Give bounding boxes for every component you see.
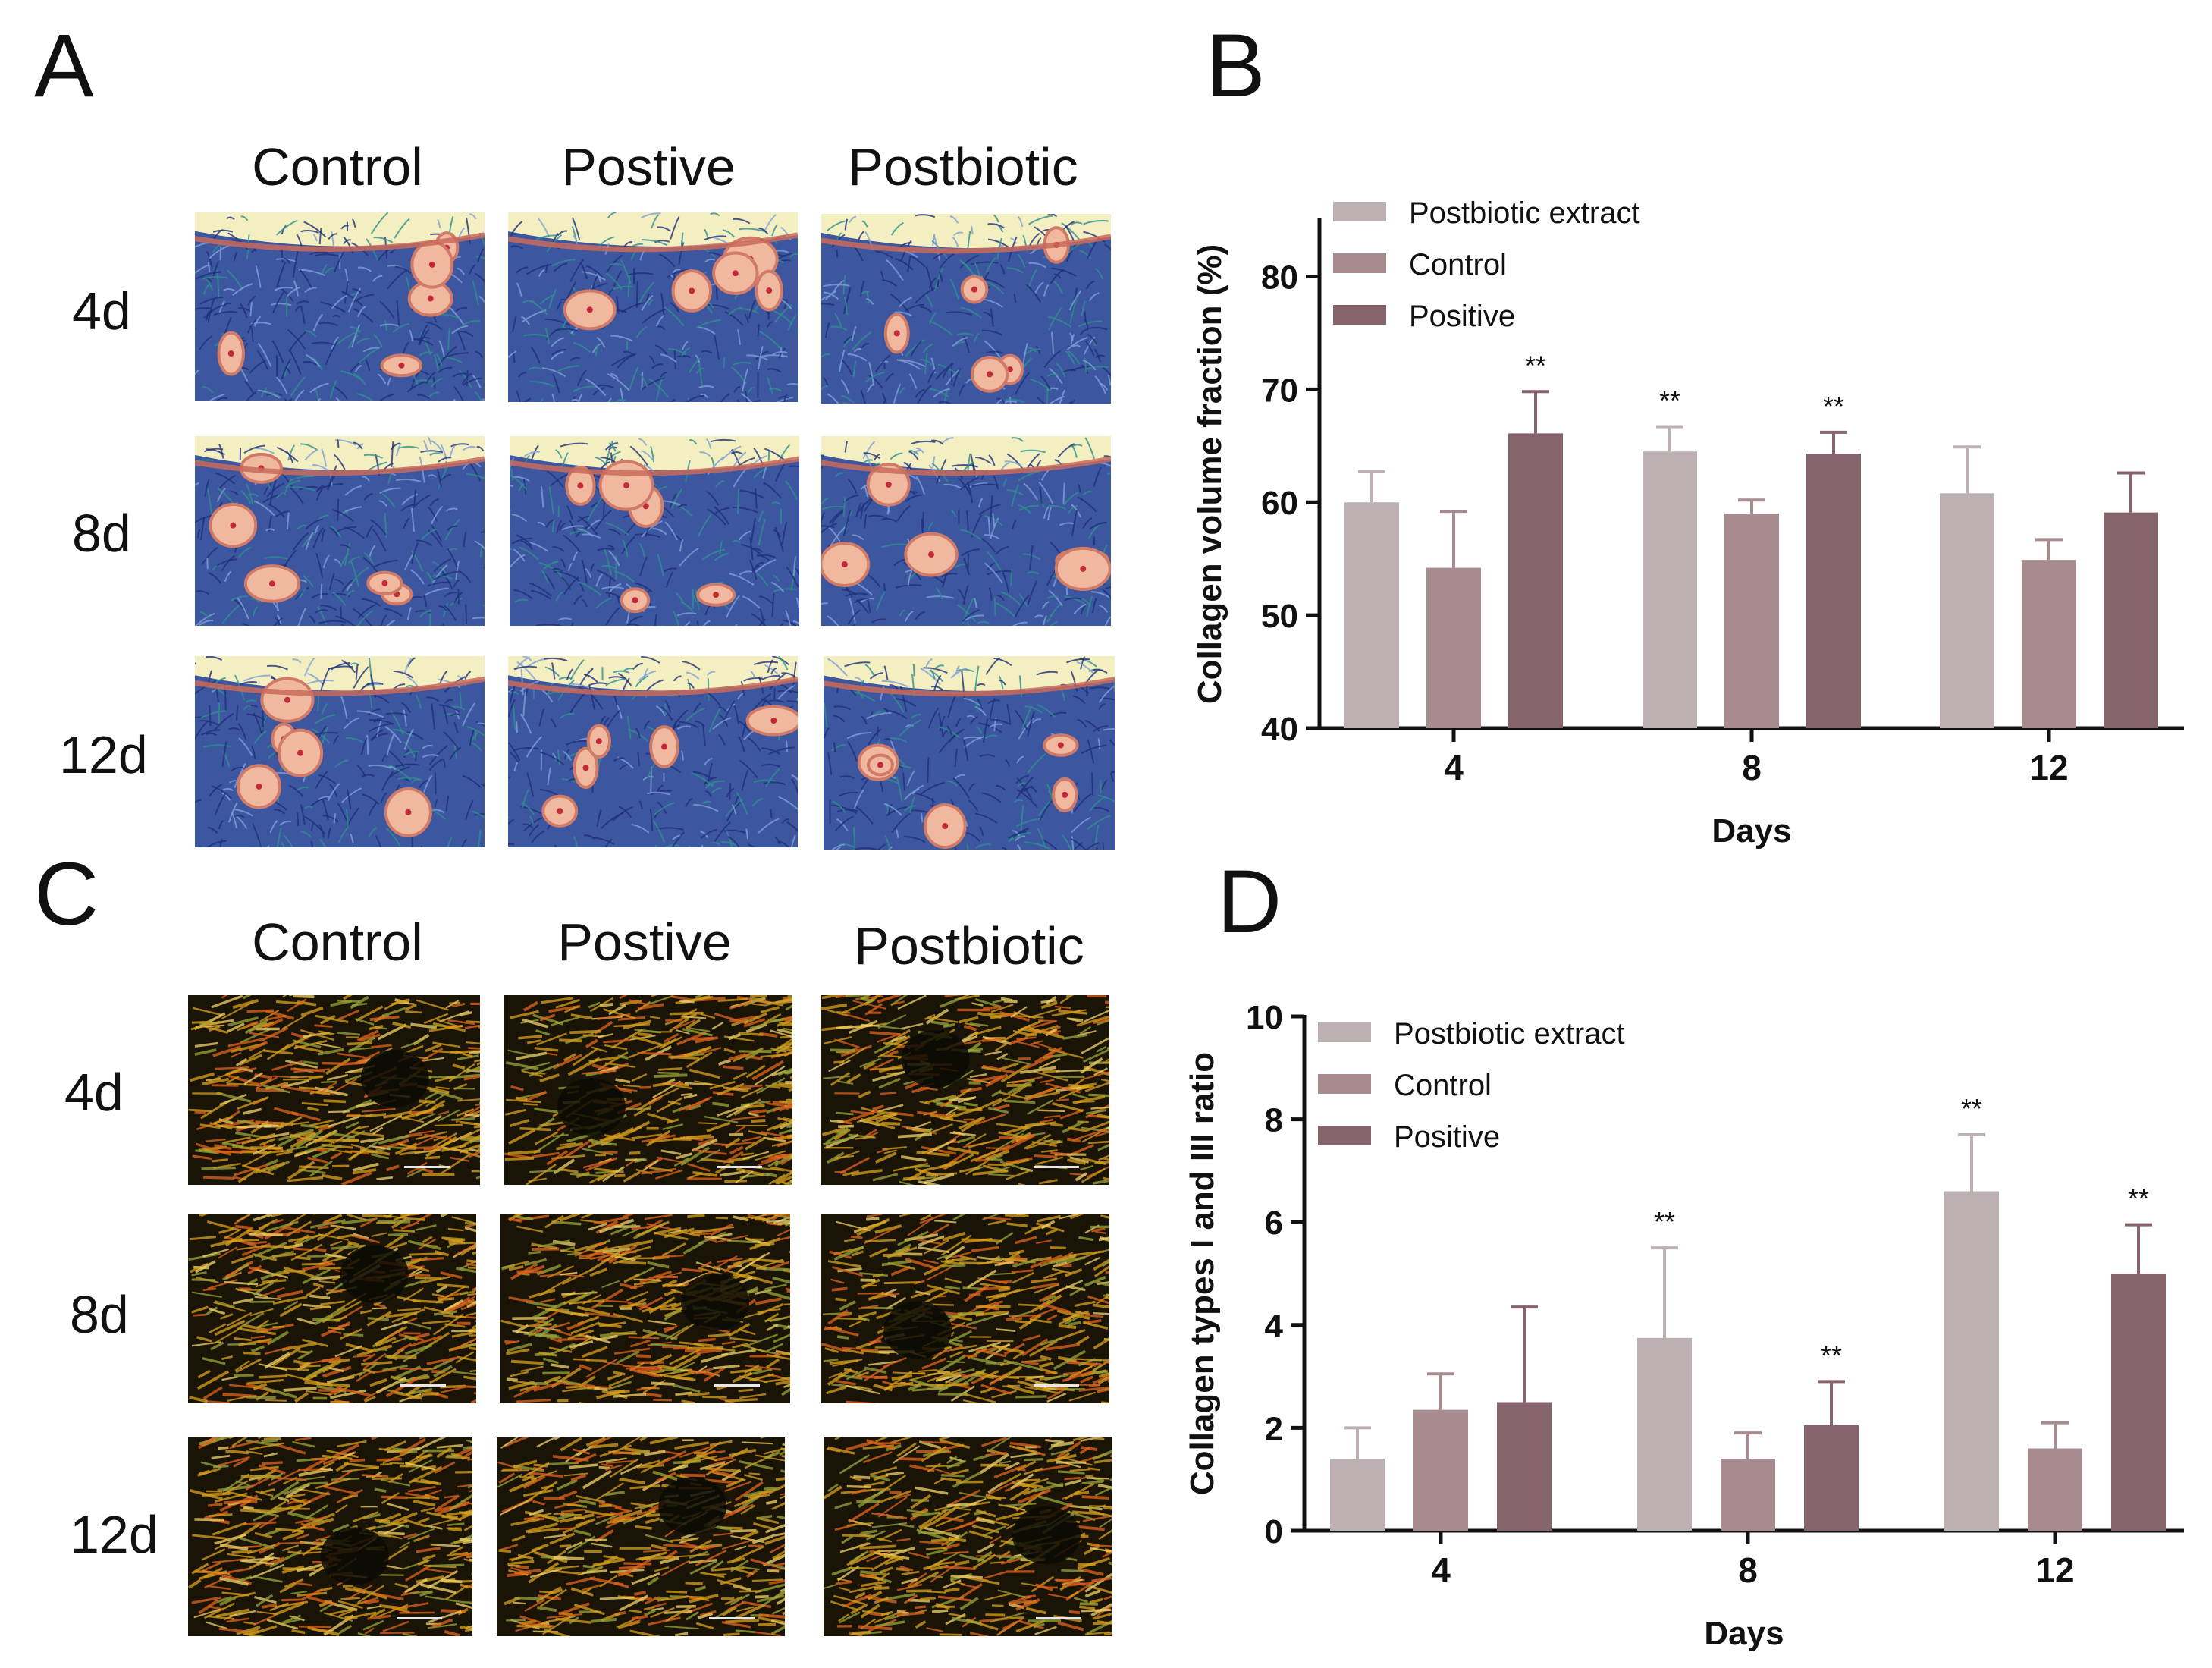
- y-tick-label: 80: [1261, 259, 1298, 296]
- bar: [1344, 502, 1399, 728]
- significance-marker: **: [1654, 1206, 1675, 1237]
- significance-marker: **: [1525, 350, 1546, 381]
- panel-d-chart-svg: 0 2 4 6 8 10 Collagen types I and III ratio 4 8 *…: [1184, 999, 2184, 1652]
- bar: [1940, 493, 1994, 728]
- bar: [2022, 560, 2076, 728]
- masson-micrograph-postbiotic-4d: [821, 214, 1111, 404]
- panel-a-column-header-control: Control: [252, 137, 423, 196]
- y-tick-label: 10: [1246, 999, 1283, 1036]
- picrosirius-micrograph-control-8d: [188, 1214, 476, 1403]
- picrosirius-micrograph-positive-12d: [497, 1437, 785, 1636]
- y-tick-label: 8: [1265, 1102, 1283, 1139]
- bar: [1724, 514, 1779, 728]
- y-tick-label: 70: [1261, 372, 1298, 409]
- significance-marker: **: [1821, 1340, 1842, 1371]
- legend-label: Control: [1394, 1069, 1492, 1102]
- y-tick-label: 60: [1261, 485, 1298, 522]
- picrosirius-micrograph-control-12d: [188, 1437, 472, 1636]
- panel-letter-a: A: [34, 16, 94, 116]
- bar: [1944, 1191, 1999, 1531]
- bar: [2111, 1274, 2166, 1531]
- picrosirius-micrograph-positive-4d: [504, 995, 792, 1185]
- bar: [1806, 454, 1861, 728]
- masson-micrograph-positive-12d: [508, 656, 798, 847]
- significance-marker: **: [1961, 1093, 1982, 1124]
- legend-swatch: [1333, 305, 1386, 325]
- panel-c-row-label-4d: 4d: [64, 1063, 124, 1122]
- bar: [1330, 1459, 1385, 1531]
- y-tick-label: 4: [1265, 1308, 1284, 1345]
- significance-marker: **: [1659, 385, 1680, 416]
- y-axis-label: Collagen volume fraction (%): [1191, 244, 1228, 704]
- legend-label: Postbiotic extract: [1409, 196, 1640, 230]
- bar: [2104, 512, 2158, 728]
- panel-b-chart: 40 50 60 70 80 Collagen volume fraction (%) 4 *…: [1183, 174, 2199, 872]
- masson-micrograph-control-4d: [195, 212, 485, 401]
- picrosirius-micrograph-postbiotic-4d: [821, 995, 1109, 1185]
- legend-swatch: [1318, 1074, 1371, 1094]
- x-tick-label: 8: [1742, 748, 1762, 787]
- bar: [1643, 451, 1697, 728]
- picrosirius-micrograph-control-4d: [188, 995, 480, 1185]
- x-tick-label: 12: [2035, 1550, 2074, 1590]
- masson-micrograph-positive-4d: [508, 212, 798, 402]
- significance-marker: **: [2128, 1183, 2149, 1214]
- legend-label: Postbiotic extract: [1394, 1017, 1625, 1051]
- panel-d-chart: 0 2 4 6 8 10 Collagen types I and III ratio 4 8 *…: [1183, 986, 2199, 1661]
- bar: [1413, 1409, 1468, 1531]
- picrosirius-micrograph-positive-8d: [500, 1214, 790, 1403]
- panel-c-column-header-postbiotic: Postbiotic: [854, 916, 1084, 975]
- bar: [1497, 1402, 1552, 1531]
- bar: [1508, 433, 1563, 728]
- legend-label: Control: [1409, 248, 1507, 281]
- panel-letter-b: B: [1206, 16, 1266, 116]
- masson-micrograph-postbiotic-12d: [824, 656, 1115, 850]
- x-axis-label: Days: [1704, 1615, 1784, 1652]
- panel-a-row-label-8d: 8d: [72, 504, 131, 563]
- bar: [2028, 1448, 2082, 1531]
- x-tick-label: 8: [1738, 1550, 1758, 1590]
- legend-label: Positive: [1409, 300, 1515, 333]
- panel-a-column-header-positive: Postive: [561, 137, 736, 196]
- x-tick-label: 4: [1431, 1550, 1451, 1590]
- bar: [1426, 567, 1481, 728]
- panel-c-column-header-control: Control: [252, 913, 423, 972]
- panel-a-row-label-12d: 12d: [59, 725, 148, 784]
- legend-swatch: [1318, 1022, 1371, 1042]
- y-tick-label: 6: [1265, 1205, 1283, 1242]
- panel-a-column-header-postbiotic: Postbiotic: [848, 137, 1078, 196]
- y-axis-label: Collagen types I and III ratio: [1184, 1052, 1221, 1495]
- y-tick-label: 50: [1261, 598, 1298, 635]
- legend-label: Positive: [1394, 1120, 1500, 1154]
- y-tick-label: 0: [1265, 1513, 1283, 1550]
- y-tick-label: 40: [1261, 711, 1298, 748]
- legend-swatch: [1318, 1126, 1371, 1145]
- masson-micrograph-positive-8d: [510, 436, 799, 626]
- panel-c-row-label-12d: 12d: [70, 1505, 158, 1564]
- picrosirius-micrograph-postbiotic-12d: [824, 1437, 1112, 1636]
- panel-a-row-label-4d: 4d: [72, 281, 131, 341]
- panel-b-chart-svg: 40 50 60 70 80 Collagen volume fraction (%) 4 *…: [1191, 196, 2184, 850]
- bar: [1721, 1459, 1775, 1531]
- x-tick-label: 12: [2029, 748, 2068, 787]
- bar: [1804, 1425, 1859, 1531]
- panel-c-row-label-8d: 8d: [70, 1285, 129, 1344]
- picrosirius-micrograph-postbiotic-8d: [821, 1214, 1109, 1403]
- masson-micrograph-postbiotic-8d: [821, 436, 1111, 626]
- x-axis-label: Days: [1712, 812, 1791, 850]
- panel-c-column-header-positive: Postive: [557, 913, 732, 972]
- legend-swatch: [1333, 253, 1386, 273]
- masson-micrograph-control-12d: [195, 656, 485, 847]
- panel-letter-d: D: [1217, 852, 1282, 952]
- masson-micrograph-control-8d: [195, 436, 485, 626]
- x-tick-label: 4: [1444, 748, 1464, 787]
- y-tick-label: 2: [1265, 1410, 1283, 1447]
- bar: [1637, 1337, 1692, 1531]
- significance-marker: **: [1823, 391, 1844, 422]
- panel-letter-c: C: [34, 844, 99, 944]
- legend-swatch: [1333, 202, 1386, 221]
